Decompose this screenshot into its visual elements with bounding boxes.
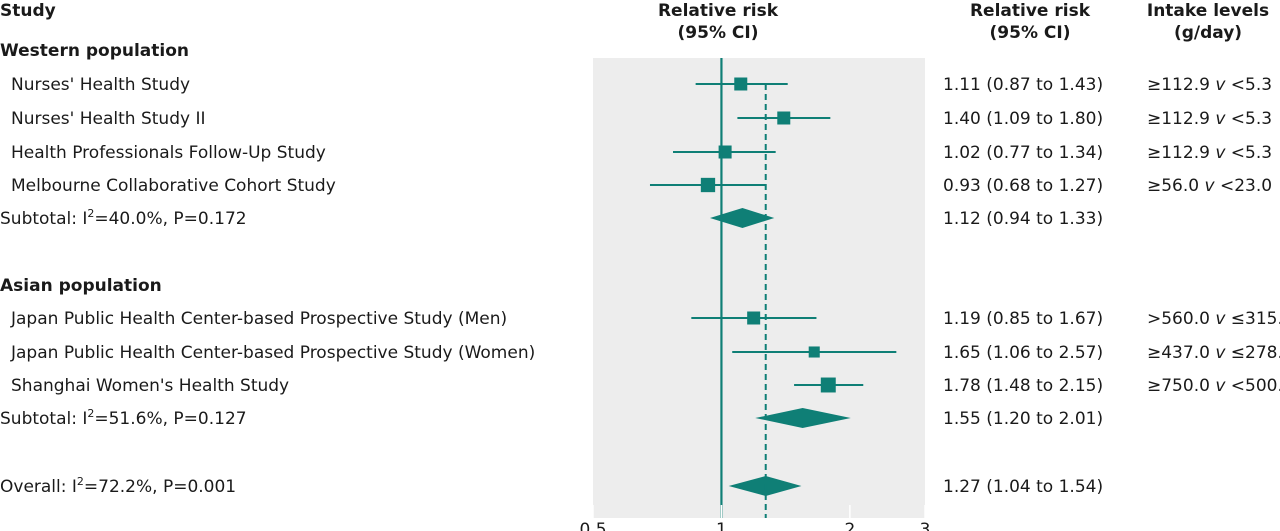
study-label-1: Nurses' Health Study II bbox=[11, 109, 205, 129]
intake-text-2: ≥112.9 v <5.3 bbox=[1147, 143, 1272, 163]
header-study: Study bbox=[0, 1, 56, 21]
forest-rows: Western population Nurses' Health Study 1.… bbox=[0, 41, 1280, 518]
point-estimate-6 bbox=[820, 377, 836, 393]
ci-text-5: 1.65 (1.06 to 2.57) bbox=[943, 343, 1103, 363]
group-title-1: Asian population bbox=[0, 276, 162, 296]
intake-text-5: ≥437.0 v ≤278.0 bbox=[1147, 343, 1280, 363]
study-label-0: Nurses' Health Study bbox=[11, 75, 190, 95]
subtotal-label-0: Subtotal: I2=40.0%, P=0.172 bbox=[0, 207, 247, 229]
x-tick-label-3: 3 bbox=[920, 520, 931, 531]
ci-text-1: 1.40 (1.09 to 1.80) bbox=[943, 109, 1103, 129]
subtotal-ci-text-0: 1.12 (0.94 to 1.33) bbox=[943, 209, 1103, 229]
x-tick-label-1: 1 bbox=[716, 520, 727, 531]
subtotal-diamond-1 bbox=[755, 408, 851, 428]
subtotal-diamond-0 bbox=[709, 208, 775, 228]
point-estimate-4 bbox=[747, 311, 761, 325]
x-axis: 0.5 1 2 3 bbox=[579, 505, 930, 531]
study-label-3: Melbourne Collaborative Cohort Study bbox=[11, 176, 336, 196]
header-rr-plot-line2: (95% CI) bbox=[678, 23, 759, 43]
group-title-0: Western population bbox=[0, 41, 189, 61]
intake-text-6: ≥750.0 v <500.0 bbox=[1147, 376, 1280, 396]
overall-ci-text: 1.27 (1.04 to 1.54) bbox=[943, 477, 1103, 497]
overall-label: Overall: I2=72.2%, P=0.001 bbox=[0, 475, 236, 497]
intake-text-0: ≥112.9 v <5.3 bbox=[1147, 75, 1272, 95]
ci-text-0: 1.11 (0.87 to 1.43) bbox=[943, 75, 1103, 95]
point-estimate-0 bbox=[734, 77, 748, 91]
x-tick-label-2: 2 bbox=[844, 520, 855, 531]
ci-text-4: 1.19 (0.85 to 1.67) bbox=[943, 309, 1103, 329]
study-label-4: Japan Public Health Center-based Prospec… bbox=[10, 309, 507, 329]
intake-text-3: ≥56.0 v <23.0 bbox=[1147, 176, 1272, 196]
point-estimate-1 bbox=[777, 111, 791, 125]
ci-text-2: 1.02 (0.77 to 1.34) bbox=[943, 143, 1103, 163]
plot-panel bbox=[593, 58, 925, 518]
study-label-5: Japan Public Health Center-based Prospec… bbox=[10, 343, 535, 363]
header-intake-line2: (g/day) bbox=[1174, 23, 1242, 43]
study-label-2: Health Professionals Follow-Up Study bbox=[11, 143, 326, 163]
point-estimate-3 bbox=[700, 177, 716, 193]
subtotal-label-1: Subtotal: I2=51.6%, P=0.127 bbox=[0, 407, 247, 429]
ci-text-3: 0.93 (0.68 to 1.27) bbox=[943, 176, 1103, 196]
header-rr-text-line2: (95% CI) bbox=[990, 23, 1071, 43]
subtotal-ci-text-1: 1.55 (1.20 to 2.01) bbox=[943, 409, 1103, 429]
header-intake-line1: Intake levels bbox=[1147, 1, 1269, 21]
study-label-6: Shanghai Women's Health Study bbox=[11, 376, 289, 396]
header-rr-plot-line1: Relative risk bbox=[658, 1, 779, 21]
ci-text-6: 1.78 (1.48 to 2.15) bbox=[943, 376, 1103, 396]
intake-text-4: >560.0 v ≤315.0 bbox=[1147, 309, 1280, 329]
x-tick-label-0: 0.5 bbox=[579, 520, 606, 531]
header-rr-text-line1: Relative risk bbox=[970, 1, 1091, 21]
point-estimate-5 bbox=[808, 346, 820, 358]
intake-text-1: ≥112.9 v <5.3 bbox=[1147, 109, 1272, 129]
